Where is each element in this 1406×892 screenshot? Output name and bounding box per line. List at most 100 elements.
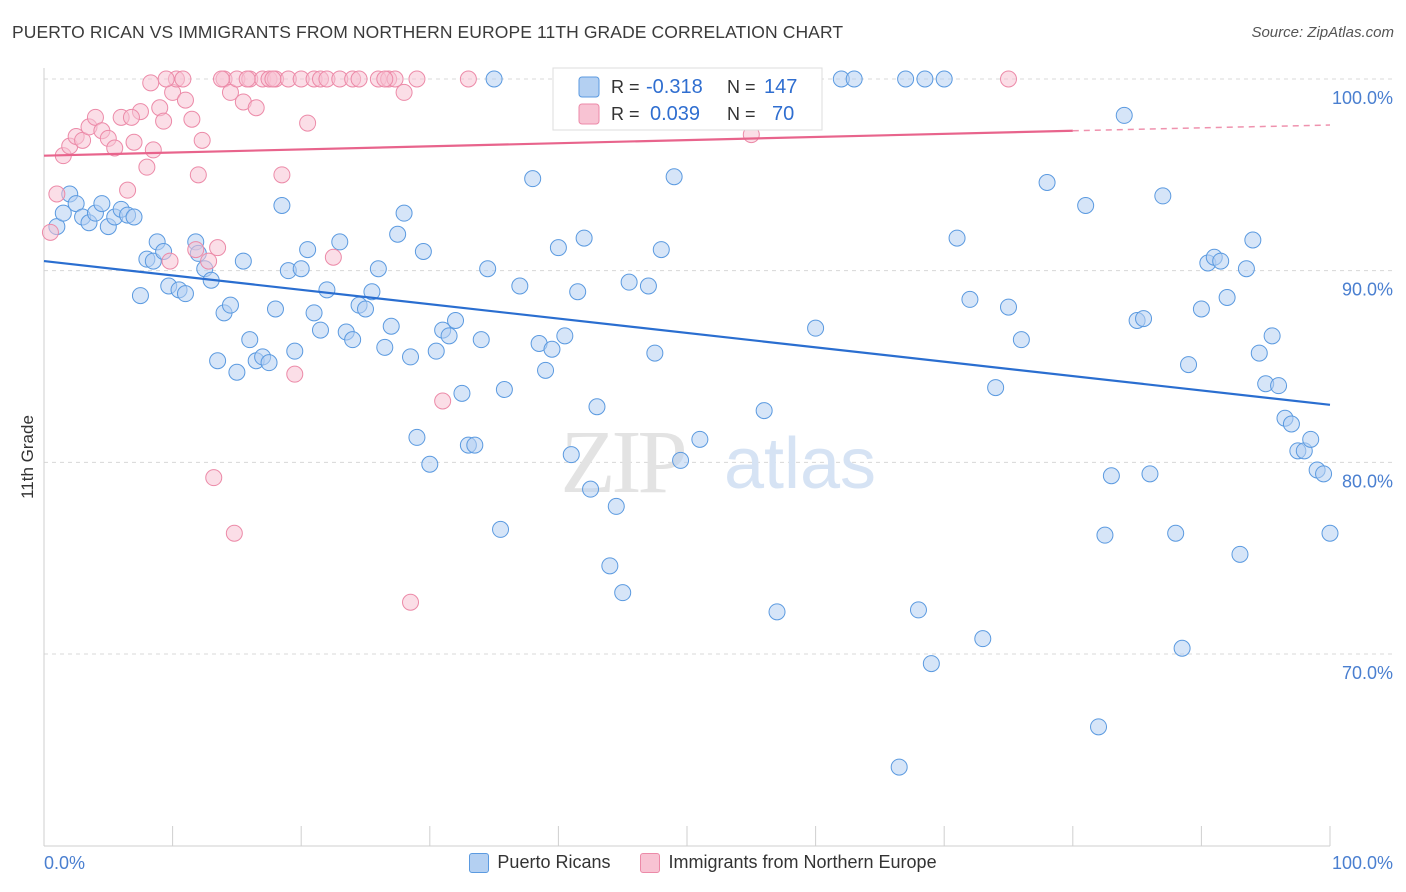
point-puerto-rican [1244, 231, 1262, 249]
point-puerto-rican [691, 430, 709, 448]
point-puerto-rican [241, 331, 259, 349]
point-puerto-rican [511, 277, 529, 295]
point-northern-europe [402, 593, 420, 611]
point-northern-europe [264, 70, 282, 88]
point-puerto-rican [408, 428, 426, 446]
point-puerto-rican [601, 557, 619, 575]
y-tick-label: 70.0% [1342, 663, 1393, 683]
trend-line-northern-europe [43, 129, 1073, 157]
point-northern-europe [189, 166, 207, 184]
point-puerto-rican [1282, 415, 1300, 433]
stats-r-value-1: -0.318 [646, 76, 703, 98]
point-puerto-rican [292, 260, 310, 278]
point-puerto-rican [357, 300, 374, 318]
point-puerto-rican [447, 312, 465, 329]
point-northern-europe [155, 112, 173, 130]
point-puerto-rican [176, 285, 194, 303]
point-puerto-rican [389, 225, 407, 243]
point-puerto-rican [1231, 545, 1249, 563]
point-northern-europe [144, 141, 162, 159]
point-puerto-rican [266, 300, 284, 318]
point-northern-europe [247, 99, 265, 117]
stats-r-label-2: R = [611, 104, 640, 124]
point-northern-europe [395, 83, 413, 101]
point-puerto-rican [414, 243, 432, 260]
point-northern-europe [1000, 70, 1017, 88]
stats-r-label-1: R = [611, 77, 640, 97]
trend-line-northern-europe-extension [1072, 124, 1331, 132]
point-puerto-rican [890, 758, 908, 776]
point-northern-europe [212, 70, 230, 88]
point-northern-europe [187, 241, 205, 259]
point-puerto-rican [131, 287, 149, 305]
point-puerto-rican [299, 241, 317, 259]
point-northern-europe [299, 114, 317, 132]
point-puerto-rican [260, 354, 278, 372]
point-puerto-rican [305, 304, 323, 322]
point-puerto-rican [93, 195, 111, 213]
point-puerto-rican [974, 630, 992, 648]
point-northern-europe [41, 223, 59, 241]
point-puerto-rican [125, 208, 143, 226]
series-legend: Puerto Ricans Immigrants from Northern E… [0, 852, 1406, 873]
point-puerto-rican [492, 520, 510, 538]
watermark-zip: ZIP [561, 413, 685, 512]
point-puerto-rican [228, 363, 246, 381]
point-puerto-rican [382, 317, 400, 335]
point-northern-europe [106, 139, 124, 157]
point-puerto-rican [1315, 465, 1333, 483]
legend-label-puerto-ricans: Puerto Ricans [497, 852, 611, 872]
point-northern-europe [376, 70, 394, 88]
point-northern-europe [408, 70, 426, 88]
y-axis-label: 11th Grade [18, 415, 37, 499]
point-puerto-rican [582, 480, 600, 498]
legend-item-northern-europe[interactable]: Immigrants from Northern Europe [640, 852, 937, 873]
stats-n-label-2: N = [727, 104, 756, 124]
point-puerto-rican [549, 239, 567, 257]
point-puerto-rican [1135, 310, 1153, 328]
point-northern-europe [157, 70, 175, 88]
point-northern-europe [459, 70, 477, 88]
y-tick-label: 90.0% [1342, 280, 1393, 300]
point-puerto-rican [495, 381, 513, 398]
point-puerto-rican [961, 290, 979, 308]
point-puerto-rican [1321, 524, 1339, 542]
point-puerto-rican [402, 348, 420, 366]
point-puerto-rican [273, 197, 291, 214]
x-tick-label-left: 0.0% [44, 853, 85, 873]
point-puerto-rican [588, 398, 606, 416]
point-puerto-rican [1115, 106, 1133, 124]
point-puerto-rican [421, 455, 439, 473]
point-puerto-rican [935, 70, 953, 88]
point-puerto-rican [466, 436, 484, 454]
trend-line-puerto-ricans [43, 259, 1331, 406]
chart-title: PUERTO RICAN VS IMMIGRANTS FROM NORTHERN… [12, 22, 844, 42]
legend-label-northern-europe: Immigrants from Northern Europe [668, 852, 937, 872]
point-puerto-rican [376, 338, 394, 356]
point-puerto-rican [311, 321, 329, 339]
point-puerto-rican [897, 70, 915, 88]
point-puerto-rican [1038, 174, 1056, 191]
point-northern-europe [273, 166, 291, 184]
point-puerto-rican [665, 168, 683, 186]
y-tick-label: 80.0% [1342, 471, 1393, 491]
point-puerto-rican [1237, 260, 1255, 278]
x-tick-label-right: 100.0% [1332, 853, 1393, 873]
point-puerto-rican [485, 70, 503, 88]
point-northern-europe [183, 110, 201, 128]
point-puerto-rican [987, 379, 1005, 397]
legend-swatch-pink [640, 852, 661, 873]
point-puerto-rican [575, 229, 593, 247]
point-puerto-rican [948, 229, 966, 247]
point-puerto-rican [1212, 252, 1230, 270]
point-northern-europe [193, 131, 211, 149]
point-puerto-rican [639, 277, 657, 295]
point-puerto-rican [1090, 718, 1108, 736]
point-puerto-rican [1263, 327, 1281, 345]
point-puerto-rican [755, 402, 773, 420]
point-puerto-rican [1077, 197, 1095, 214]
point-puerto-rican [1096, 526, 1114, 544]
point-northern-europe [122, 108, 140, 126]
legend-item-puerto-ricans[interactable]: Puerto Ricans [469, 852, 610, 873]
point-northern-europe [142, 74, 160, 92]
